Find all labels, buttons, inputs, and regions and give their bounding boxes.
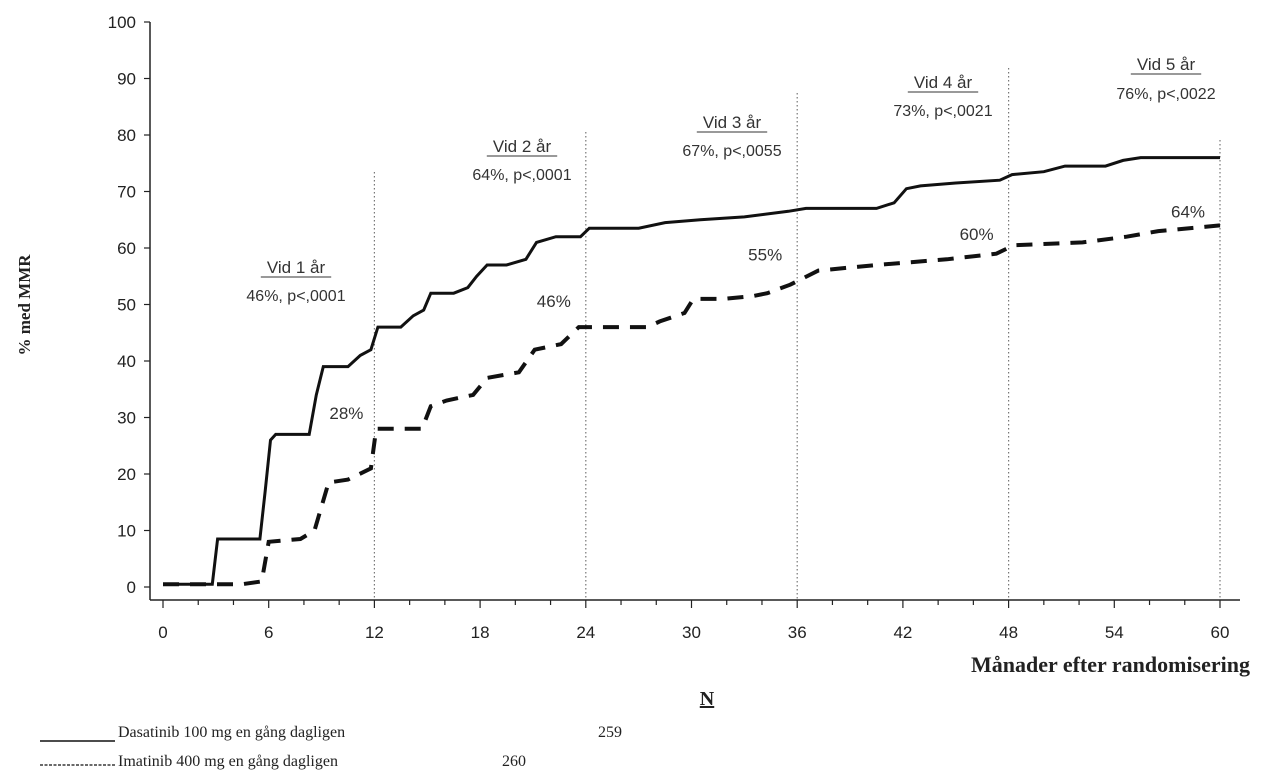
y-axis-ticks: 0 10 20 30 40 50 60 70 80 90 100: [108, 13, 150, 597]
reference-lines: [373, 68, 1221, 600]
x-axis-label: Månader efter randomisering: [971, 652, 1250, 677]
y-tick-label: 90: [117, 70, 136, 89]
series-line-dasatinib: [163, 156, 1220, 586]
annotation-title: Vid 5 år: [1137, 55, 1196, 74]
imatinib-value-label: 55%: [748, 245, 782, 264]
y-tick-label: 60: [117, 239, 136, 258]
y-tick-label: 70: [117, 183, 136, 202]
legend-n-heading: N: [700, 688, 715, 710]
x-tick-label: 48: [999, 623, 1018, 642]
annotation-title: Vid 4 år: [914, 73, 973, 92]
x-tick-label: 36: [788, 623, 807, 642]
x-tick-label: 12: [365, 623, 384, 642]
y-tick-label: 30: [117, 409, 136, 428]
annotation-stat: 73%, p<,0021: [893, 103, 992, 120]
series-lines: [163, 156, 1221, 587]
series-line-imatinib: [163, 223, 1221, 587]
legend-item-imatinib-label: Imatinib 400 mg en gång dagligen: [118, 753, 338, 770]
annotation-stat: 76%, p<,0022: [1116, 86, 1215, 103]
annotation-title: Vid 3 år: [703, 113, 762, 132]
plot-area: 0 10 20 30 40 50 60 70 80 90 100 0 6 12 18 24 30 36 42 48 5…: [108, 13, 1240, 642]
legend-item-dasatinib-n: 259: [598, 724, 622, 741]
y-tick-label: 0: [127, 578, 136, 597]
x-tick-label: 24: [576, 623, 595, 642]
annotation-stat: 64%, p<,0001: [472, 167, 571, 184]
y-tick-label: 40: [117, 352, 136, 371]
x-tick-label: 42: [893, 623, 912, 642]
x-tick-label: 18: [471, 623, 490, 642]
x-axis-ticks: 0 6 12 18 24 30 36 42 48 54 60: [158, 600, 1229, 642]
x-tick-label: 60: [1211, 623, 1230, 642]
x-tick-label: 30: [682, 623, 701, 642]
timepoint-annotations: Vid 1 år 46%, p<,0001 Vid 2 år 64%, p<,0001…: [246, 55, 1215, 305]
annotation-title: Vid 1 år: [267, 258, 326, 277]
legend: N Dasatinib 100 mg en gång dagligen 259 …: [40, 688, 715, 770]
imatinib-value-label: 46%: [537, 292, 571, 311]
annotation-title: Vid 2 år: [493, 137, 552, 156]
y-tick-label: 10: [117, 522, 136, 541]
y-tick-label: 20: [117, 465, 136, 484]
imatinib-value-labels: 28% 46% 55% 60% 64%: [329, 202, 1205, 422]
y-tick-label: 80: [117, 126, 136, 145]
x-tick-label: 0: [158, 623, 167, 642]
y-axis-label: % med MMR: [15, 254, 34, 356]
legend-item-dasatinib-label: Dasatinib 100 mg en gång dagligen: [118, 724, 345, 741]
imatinib-value-label: 64%: [1171, 202, 1205, 221]
x-tick-label: 54: [1105, 623, 1124, 642]
y-tick-label: 50: [117, 296, 136, 315]
imatinib-value-label: 60%: [960, 225, 994, 244]
x-tick-label: 6: [264, 623, 273, 642]
annotation-stat: 67%, p<,0055: [682, 143, 781, 160]
annotation-stat: 46%, p<,0001: [246, 288, 345, 305]
imatinib-value-label: 28%: [329, 404, 363, 423]
legend-item-imatinib-n: 260: [502, 753, 526, 770]
y-tick-label: 100: [108, 13, 136, 32]
